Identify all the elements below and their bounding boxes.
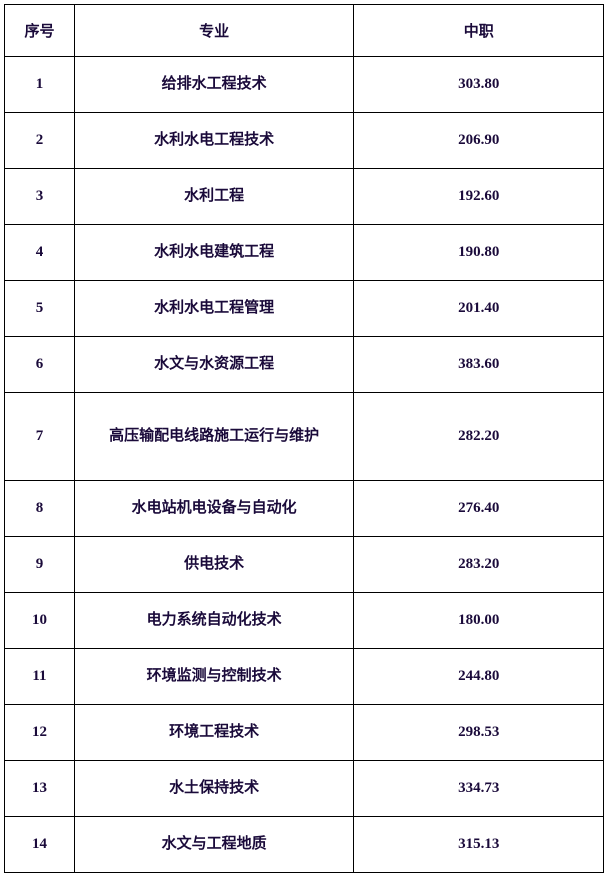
cell-score: 334.73 (354, 761, 604, 817)
cell-seq: 14 (5, 817, 75, 873)
cell-seq: 8 (5, 481, 75, 537)
cell-score: 206.90 (354, 113, 604, 169)
table-row: 12环境工程技术298.53 (5, 705, 604, 761)
cell-major: 水利工程 (74, 169, 353, 225)
cell-seq: 12 (5, 705, 75, 761)
cell-seq: 3 (5, 169, 75, 225)
header-major: 专业 (74, 5, 353, 57)
cell-major: 高压输配电线路施工运行与维护 (74, 393, 353, 481)
cell-major: 水电站机电设备与自动化 (74, 481, 353, 537)
cell-score: 276.40 (354, 481, 604, 537)
table-row: 4水利水电建筑工程190.80 (5, 225, 604, 281)
cell-score: 298.53 (354, 705, 604, 761)
table-row: 11环境监测与控制技术244.80 (5, 649, 604, 705)
cell-seq: 6 (5, 337, 75, 393)
cell-seq: 1 (5, 57, 75, 113)
cell-major: 水文与工程地质 (74, 817, 353, 873)
cell-major: 水利水电工程技术 (74, 113, 353, 169)
table-row: 9供电技术283.20 (5, 537, 604, 593)
cell-score: 303.80 (354, 57, 604, 113)
cell-major: 环境工程技术 (74, 705, 353, 761)
cell-seq: 2 (5, 113, 75, 169)
table-row: 8水电站机电设备与自动化276.40 (5, 481, 604, 537)
cell-major: 水文与水资源工程 (74, 337, 353, 393)
cell-seq: 13 (5, 761, 75, 817)
score-table: 序号 专业 中职 1给排水工程技术303.802水利水电工程技术206.903水… (4, 4, 604, 873)
cell-major: 水土保持技术 (74, 761, 353, 817)
table-row: 10电力系统自动化技术180.00 (5, 593, 604, 649)
table-row: 13水土保持技术334.73 (5, 761, 604, 817)
cell-score: 244.80 (354, 649, 604, 705)
table-header-row: 序号 专业 中职 (5, 5, 604, 57)
cell-seq: 9 (5, 537, 75, 593)
cell-major: 环境监测与控制技术 (74, 649, 353, 705)
cell-major: 电力系统自动化技术 (74, 593, 353, 649)
cell-seq: 10 (5, 593, 75, 649)
cell-major: 水利水电工程管理 (74, 281, 353, 337)
table-row: 14水文与工程地质315.13 (5, 817, 604, 873)
header-score: 中职 (354, 5, 604, 57)
cell-score: 192.60 (354, 169, 604, 225)
cell-seq: 4 (5, 225, 75, 281)
header-seq: 序号 (5, 5, 75, 57)
table-row: 1给排水工程技术303.80 (5, 57, 604, 113)
table-row: 3水利工程192.60 (5, 169, 604, 225)
cell-major: 水利水电建筑工程 (74, 225, 353, 281)
cell-score: 282.20 (354, 393, 604, 481)
table-row: 2水利水电工程技术206.90 (5, 113, 604, 169)
cell-seq: 7 (5, 393, 75, 481)
cell-seq: 5 (5, 281, 75, 337)
table-row: 5水利水电工程管理201.40 (5, 281, 604, 337)
cell-score: 283.20 (354, 537, 604, 593)
cell-score: 180.00 (354, 593, 604, 649)
cell-major: 供电技术 (74, 537, 353, 593)
table-row: 7高压输配电线路施工运行与维护282.20 (5, 393, 604, 481)
cell-score: 315.13 (354, 817, 604, 873)
table-body: 1给排水工程技术303.802水利水电工程技术206.903水利工程192.60… (5, 57, 604, 873)
cell-seq: 11 (5, 649, 75, 705)
cell-score: 201.40 (354, 281, 604, 337)
cell-major: 给排水工程技术 (74, 57, 353, 113)
cell-score: 383.60 (354, 337, 604, 393)
cell-score: 190.80 (354, 225, 604, 281)
table-row: 6水文与水资源工程383.60 (5, 337, 604, 393)
